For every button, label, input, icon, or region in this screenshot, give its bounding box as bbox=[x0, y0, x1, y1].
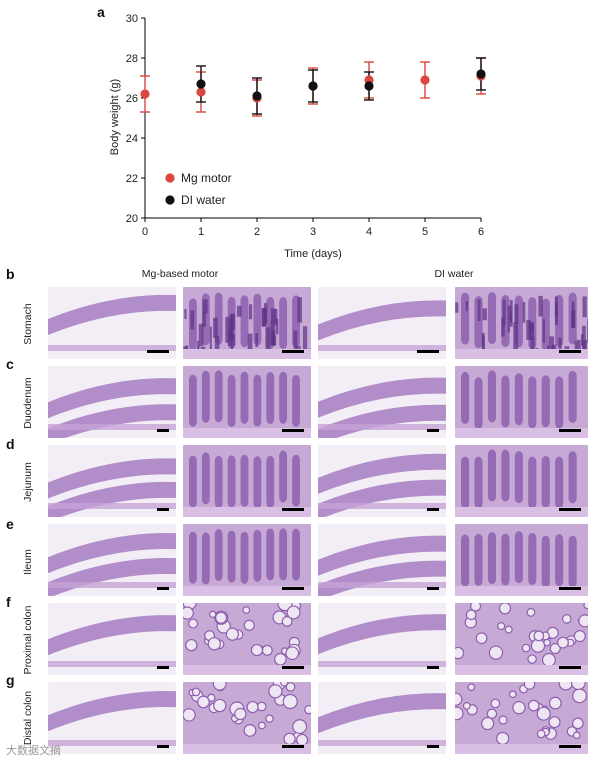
y-tick-label: 22 bbox=[126, 173, 138, 185]
scale-bar bbox=[559, 745, 581, 748]
histology-proximal-colon-di-low-mag bbox=[318, 603, 446, 675]
row-label-ileum: Ileum bbox=[22, 549, 34, 575]
x-tick-label: 5 bbox=[422, 226, 428, 238]
scale-bar bbox=[282, 508, 304, 511]
histology-stomach-di-high-mag bbox=[455, 287, 588, 359]
y-axis-label: Body weight (g) bbox=[109, 79, 121, 155]
legend-label: Mg motor bbox=[181, 171, 232, 185]
histology-jejunum-mg-high-mag bbox=[183, 445, 311, 517]
x-tick-label: 2 bbox=[254, 226, 260, 238]
x-tick-label: 0 bbox=[142, 226, 148, 238]
scale-bar bbox=[417, 350, 439, 353]
scale-bar bbox=[427, 429, 439, 432]
scale-bar bbox=[427, 745, 439, 748]
scale-bar bbox=[157, 745, 169, 748]
histology-ileum-mg-low-mag bbox=[48, 524, 176, 596]
scale-bar bbox=[157, 429, 169, 432]
scale-bar bbox=[157, 666, 169, 669]
y-tick-label: 24 bbox=[126, 133, 138, 145]
histology-duodenum-di-low-mag bbox=[318, 366, 446, 438]
row-label-proximal-colon: Proximal colon bbox=[22, 605, 34, 675]
scale-bar bbox=[559, 350, 581, 353]
watermark: 大数据文摘 bbox=[6, 745, 61, 757]
scale-bar bbox=[427, 666, 439, 669]
scale-bar bbox=[147, 350, 169, 353]
panel-letter-b: b bbox=[6, 266, 15, 282]
data-point bbox=[308, 81, 318, 91]
y-tick-label: 30 bbox=[126, 13, 138, 25]
y-tick-label: 28 bbox=[126, 53, 138, 65]
body-weight-chart: 20 22 24 26 28 30 0 1 2 3 4 5 6 Body weight (g) Time… bbox=[109, 13, 486, 260]
row-label-stomach: Stomach bbox=[22, 303, 34, 345]
chart-axes: 20 22 24 26 28 30 0 1 2 3 4 5 6 bbox=[126, 13, 484, 238]
histology-duodenum-di-high-mag bbox=[455, 366, 588, 438]
x-tick-label: 6 bbox=[478, 226, 484, 238]
scale-bar bbox=[427, 508, 439, 511]
histology-distal-colon-di-high-mag bbox=[455, 682, 588, 754]
histology-proximal-colon-mg-low-mag bbox=[48, 603, 176, 675]
scale-bar bbox=[559, 429, 581, 432]
scale-bar bbox=[282, 587, 304, 590]
histology-duodenum-mg-high-mag bbox=[183, 366, 311, 438]
x-tick-label: 1 bbox=[198, 226, 204, 238]
chart-legend: Mg motor DI water bbox=[165, 171, 232, 207]
histology-ileum-mg-high-mag bbox=[183, 524, 311, 596]
histology-jejunum-di-high-mag bbox=[455, 445, 588, 517]
histology-stomach-mg-high-mag bbox=[183, 287, 311, 359]
histology-jejunum-mg-low-mag bbox=[48, 445, 176, 517]
column-header-di-water: DI water bbox=[434, 268, 474, 280]
data-point bbox=[196, 87, 206, 97]
data-point bbox=[140, 89, 150, 99]
scale-bar bbox=[282, 429, 304, 432]
histology-ileum-di-low-mag bbox=[318, 524, 446, 596]
histology-ileum-di-high-mag bbox=[455, 524, 588, 596]
data-point bbox=[420, 75, 430, 85]
x-axis-label: Time (days) bbox=[284, 248, 342, 260]
scale-bar bbox=[559, 587, 581, 590]
y-tick-label: 26 bbox=[126, 93, 138, 105]
scale-bar bbox=[559, 666, 581, 669]
scale-bar bbox=[282, 745, 304, 748]
histology-duodenum-mg-low-mag bbox=[48, 366, 176, 438]
x-tick-label: 3 bbox=[310, 226, 316, 238]
scale-bar bbox=[282, 666, 304, 669]
panel-letter-a: a bbox=[97, 4, 105, 20]
histology-stomach-di-low-mag bbox=[318, 287, 446, 359]
row-label-duodenum: Duodenum bbox=[22, 377, 34, 429]
scale-bar bbox=[427, 587, 439, 590]
panel-letter-c: c bbox=[6, 356, 14, 372]
histology-distal-colon-mg-low-mag bbox=[48, 682, 176, 754]
legend-marker bbox=[165, 195, 175, 205]
x-tick-label: 4 bbox=[366, 226, 372, 238]
histology-jejunum-di-low-mag bbox=[318, 445, 446, 517]
column-header-mg-motor: Mg-based motor bbox=[141, 268, 219, 280]
panel-letter-e: e bbox=[6, 516, 14, 532]
panel-letter-f: f bbox=[6, 594, 11, 610]
row-label-jejunum: Jejunum bbox=[22, 462, 34, 502]
panel-letter-g: g bbox=[6, 672, 15, 688]
histology-stomach-mg-low-mag bbox=[48, 287, 176, 359]
histology-proximal-colon-di-high-mag bbox=[455, 603, 588, 675]
histology-distal-colon-di-low-mag bbox=[318, 682, 446, 754]
scale-bar bbox=[282, 350, 304, 353]
y-tick-label: 20 bbox=[126, 213, 138, 225]
legend-label: DI water bbox=[181, 193, 226, 207]
histology-proximal-colon-mg-high-mag bbox=[183, 603, 311, 675]
panel-letter-d: d bbox=[6, 436, 15, 452]
data-point bbox=[476, 69, 486, 79]
chart-points bbox=[140, 69, 486, 103]
data-point bbox=[252, 91, 262, 101]
data-point bbox=[196, 79, 206, 89]
scale-bar bbox=[559, 508, 581, 511]
histology-distal-colon-mg-high-mag bbox=[183, 682, 311, 754]
scale-bar bbox=[157, 508, 169, 511]
legend-marker bbox=[165, 173, 175, 183]
data-point bbox=[364, 81, 374, 91]
scale-bar bbox=[157, 587, 169, 590]
